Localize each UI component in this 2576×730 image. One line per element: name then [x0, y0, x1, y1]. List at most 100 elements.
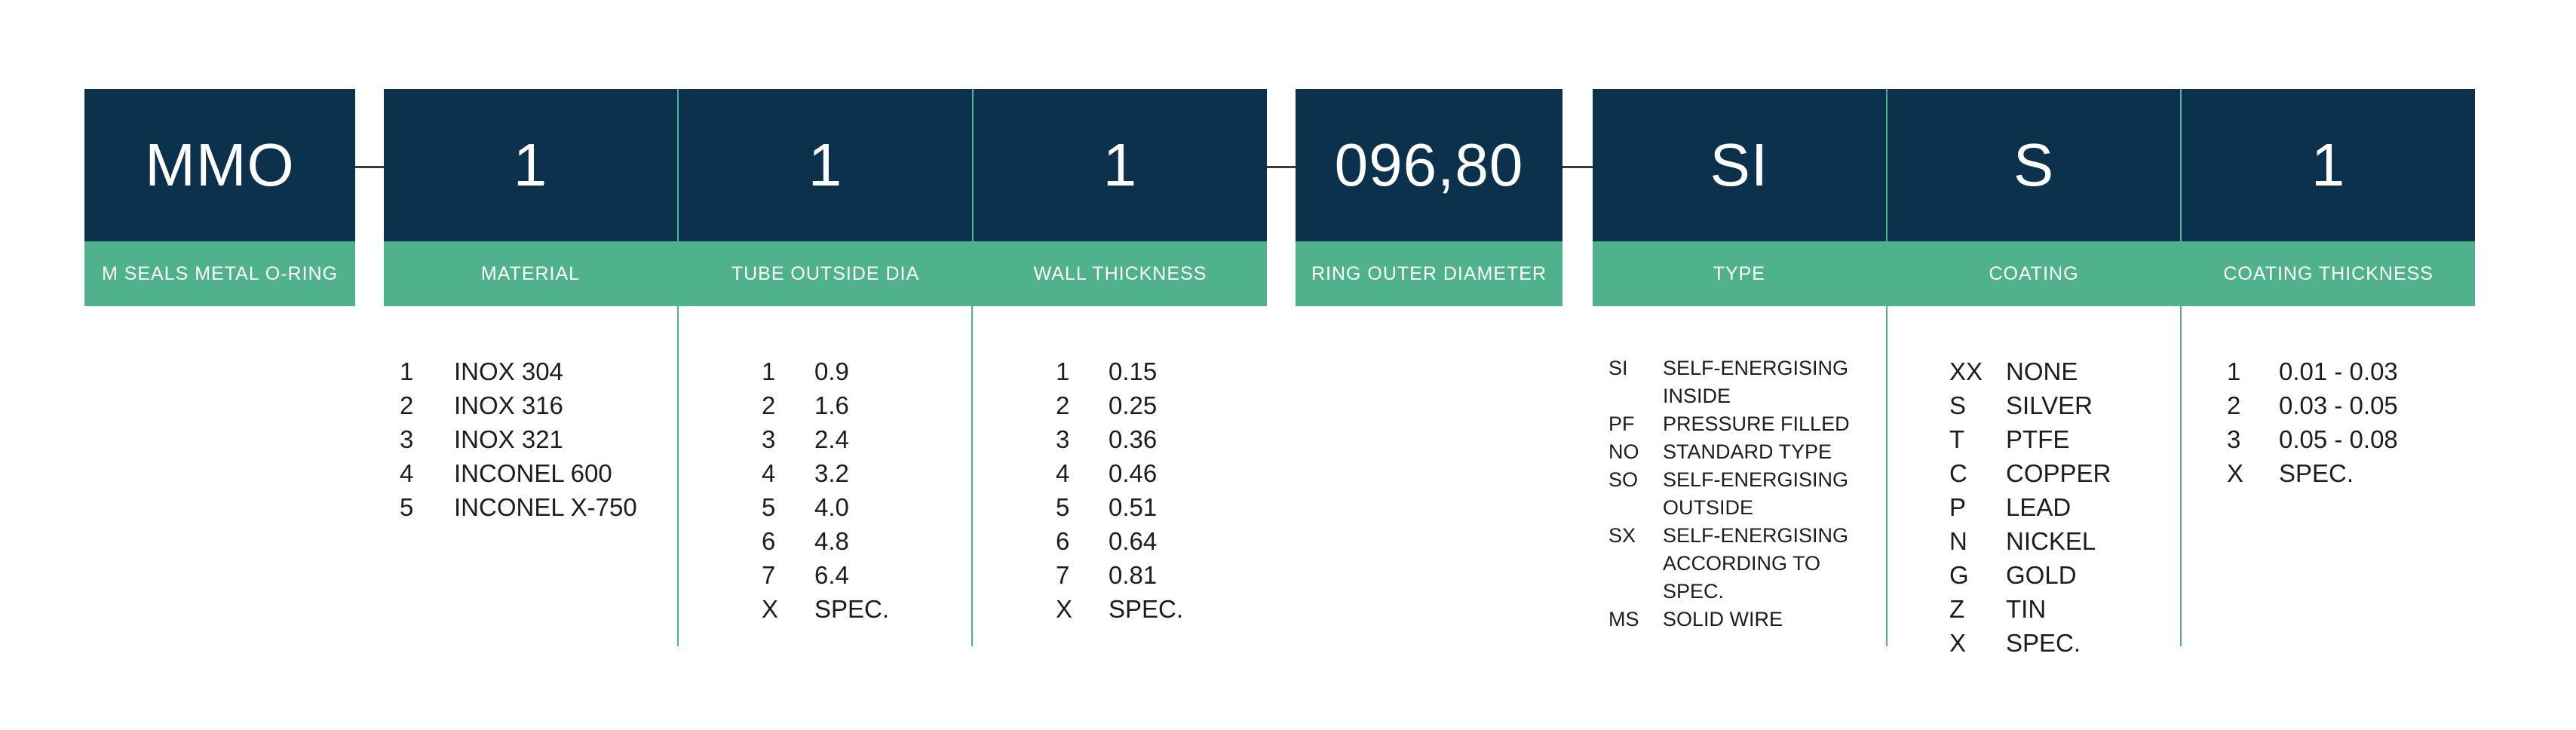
option-label: 0.05 - 0.08: [2279, 425, 2398, 453]
column-divider: [677, 306, 679, 646]
option-label: SILVER: [2006, 391, 2093, 419]
segment-product-code: MMO M SEALS METAL O-RING: [84, 89, 355, 306]
option-row: 4 3.2: [762, 456, 889, 490]
segment-wall-thickness: 1 WALL THICKNESS: [972, 89, 1267, 306]
material-code-text: 1: [384, 89, 677, 241]
option-row: P LEAD: [1949, 490, 2111, 524]
option-label: INOX 304: [454, 357, 563, 385]
option-label: INCONEL X-750: [454, 493, 637, 521]
type-options-list: SI SELF-ENERGISING INSIDE PF PRESSURE FILLED…: [1608, 354, 1850, 633]
option-code: MS: [1608, 608, 1639, 630]
option-row: SX SELF-ENERGISING ACCORDING TO SPEC.: [1608, 522, 1850, 606]
option-row: C COPPER: [1949, 456, 2111, 490]
option-label: SPEC.: [2279, 459, 2354, 487]
option-row: 3 0.36: [1056, 422, 1183, 456]
option-row: G GOLD: [1949, 558, 2111, 592]
option-code: 7: [762, 561, 776, 589]
option-code: 2: [1056, 391, 1070, 419]
option-label: 4.8: [814, 527, 849, 555]
option-row: X SPEC.: [1056, 592, 1183, 626]
option-row: SI SELF-ENERGISING INSIDE: [1608, 354, 1850, 410]
option-row: X SPEC.: [1949, 626, 2111, 660]
option-label: 0.36: [1109, 425, 1158, 453]
option-code: 6: [1056, 527, 1070, 555]
option-label: NICKEL: [2006, 527, 2096, 555]
option-row: 2 0.03 - 0.05: [2227, 388, 2398, 422]
option-label: 0.64: [1109, 527, 1158, 555]
option-row: SO SELF-ENERGISING OUTSIDE: [1608, 466, 1850, 522]
option-label: PTFE: [2006, 425, 2070, 453]
material-options-list: 1 INOX 304 2 INOX 316 3 INOX 321 4 INCONEL 600 5…: [400, 354, 637, 524]
option-code: 6: [762, 527, 776, 555]
option-row: XX NONE: [1949, 354, 2111, 388]
option-label: 0.25: [1109, 391, 1158, 419]
option-row: 5 INCONEL X-750: [400, 490, 637, 524]
option-row: 6 0.64: [1056, 524, 1183, 558]
segment-material: 1 MATERIAL: [384, 89, 677, 306]
segment-coating: S COATING: [1885, 89, 2181, 306]
segment-group-type-coating: SI TYPE S COATING 1 COATING THICKNESS: [1593, 89, 2476, 306]
option-label: 0.15: [1109, 357, 1158, 385]
option-row: X SPEC.: [762, 592, 889, 626]
segment-group-dimensions: 1 MATERIAL 1 TUBE OUTSIDE DIA 1 WALL THI…: [384, 89, 1267, 306]
coating-label: COATING: [1887, 241, 2181, 306]
option-row: 2 1.6: [762, 388, 889, 422]
option-label: 0.46: [1109, 459, 1158, 487]
option-code: PF: [1608, 413, 1635, 435]
option-label: SOLID WIRE: [1663, 608, 1783, 630]
column-divider: [2180, 306, 2182, 646]
connector-line: [355, 166, 384, 168]
option-row: 2 INOX 316: [400, 388, 637, 422]
option-row: S SILVER: [1949, 388, 2111, 422]
segment-coating-thickness: 1 COATING THICKNESS: [2180, 89, 2476, 306]
option-code: 3: [400, 425, 414, 453]
ring-outer-diameter-label: RING OUTER DIAMETER: [1296, 241, 1562, 306]
option-label: 0.01 - 0.03: [2279, 357, 2398, 385]
option-code: 2: [762, 391, 776, 419]
type-code-text: SI: [1593, 89, 1886, 241]
option-row: 7 6.4: [762, 558, 889, 592]
option-label: 1.6: [814, 391, 849, 419]
option-row: X SPEC.: [2227, 456, 2398, 490]
wall-thickness-code-text: 1: [974, 89, 1267, 241]
option-code: G: [1949, 561, 1969, 589]
option-row: 1 0.15: [1056, 354, 1183, 388]
option-code: P: [1949, 493, 1967, 521]
option-label: 0.51: [1109, 493, 1158, 521]
option-code: 3: [1056, 425, 1070, 453]
option-label: LEAD: [2006, 493, 2072, 521]
option-code: SO: [1608, 468, 1639, 491]
option-code: S: [1949, 391, 1967, 419]
coating-code-text: S: [1887, 89, 2181, 241]
material-label: MATERIAL: [384, 241, 677, 306]
option-label: INOX 321: [454, 425, 563, 453]
option-label: INOX 316: [454, 391, 563, 419]
option-code: NO: [1608, 440, 1639, 463]
option-label: SPEC.: [1109, 595, 1184, 623]
option-label: SPEC.: [2006, 629, 2081, 657]
option-code: SI: [1608, 357, 1628, 379]
option-code: X: [1056, 595, 1073, 623]
wall-thickness-label: WALL THICKNESS: [974, 241, 1267, 306]
product-label: M SEALS METAL O-RING: [84, 241, 355, 306]
option-row: 2 0.25: [1056, 388, 1183, 422]
option-label: INCONEL 600: [454, 459, 612, 487]
option-row: MS SOLID WIRE: [1608, 606, 1850, 633]
option-label: 3.2: [814, 459, 849, 487]
option-label: 4.0: [814, 493, 849, 521]
option-code: 5: [762, 493, 776, 521]
option-label: 0.81: [1109, 561, 1158, 589]
option-label: GOLD: [2006, 561, 2077, 589]
type-label: TYPE: [1593, 241, 1886, 306]
option-code: 1: [400, 357, 414, 385]
option-code: 3: [2227, 425, 2241, 453]
option-code: X: [762, 595, 779, 623]
option-label: TIN: [2006, 595, 2047, 623]
coating-options-list: XX NONE S SILVER T PTFE C COPPER P LEAD N NICKEL G GO…: [1949, 354, 2111, 660]
option-row: 3 2.4: [762, 422, 889, 456]
option-row: 1 0.9: [762, 354, 889, 388]
option-code: 2: [400, 391, 414, 419]
option-code: 5: [400, 493, 414, 521]
coating-thickness-label: COATING THICKNESS: [2182, 241, 2476, 306]
